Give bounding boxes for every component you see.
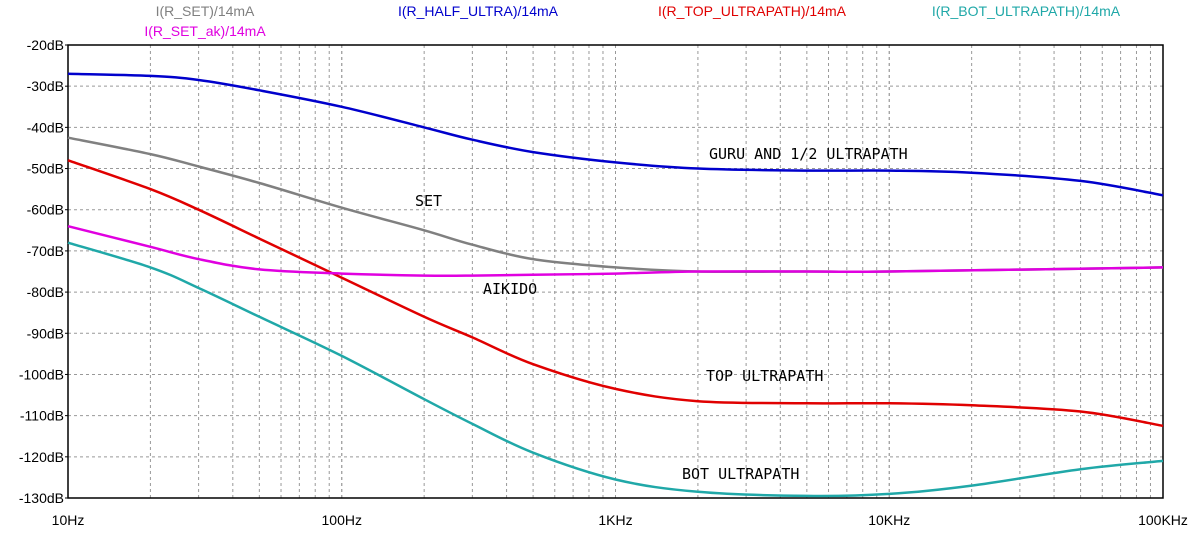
series-line-2 xyxy=(67,72,1164,197)
legend-entry[interactable]: I(R_BOT_ULTRAPATH)/14mA xyxy=(932,3,1121,19)
curve-annotation: SET xyxy=(415,192,442,210)
x-tick-label: 10Hz xyxy=(52,512,85,528)
series-line-3 xyxy=(67,159,1164,428)
y-tick-label: -120dB xyxy=(19,449,64,465)
plot-frame xyxy=(67,44,1164,499)
y-tick-label: -30dB xyxy=(27,78,64,94)
y-tick-label: -70dB xyxy=(27,243,64,259)
tick-labels: -20dB -30dB -40dB -50dB -60dB -70dB -80dB -90dB… xyxy=(19,37,1188,528)
y-tick-label: -100dB xyxy=(19,366,64,382)
plot-border xyxy=(67,44,1164,499)
y-tick-label: -60dB xyxy=(27,202,64,218)
y-tick-label: -130dB xyxy=(19,490,64,506)
curve-annotation: BOT ULTRAPATH xyxy=(682,465,799,483)
legend-entry[interactable]: I(R_HALF_ULTRA)/14mA xyxy=(398,3,559,19)
grid xyxy=(67,44,1164,499)
y-tick-label: -90dB xyxy=(27,325,64,341)
series-line-5 xyxy=(67,224,1164,278)
series-group xyxy=(67,72,1164,498)
curve-annotation: TOP ULTRAPATH xyxy=(706,367,823,385)
legend-entry[interactable]: I(R_TOP_ULTRAPATH)/14mA xyxy=(658,3,847,19)
legend-entry[interactable]: I(R_SET)/14mA xyxy=(156,3,255,19)
y-tick-label: -50dB xyxy=(27,161,64,177)
x-tick-label: 10KHz xyxy=(868,512,910,528)
y-tick-label: -80dB xyxy=(27,284,64,300)
legend-entry[interactable]: I(R_SET_ak)/14mA xyxy=(144,23,266,39)
y-tick-label: -110dB xyxy=(20,408,64,424)
annotations: GURU AND 1/2 ULTRAPATH SET AIKIDO TOP ULTRA… xyxy=(415,145,908,483)
curve-annotation: GURU AND 1/2 ULTRAPATH xyxy=(709,145,908,163)
x-tick-label: 100KHz xyxy=(1138,512,1188,528)
x-tick-label: 1KHz xyxy=(598,512,632,528)
series-line-4 xyxy=(67,241,1164,498)
y-tick-label: -20dB xyxy=(27,37,64,53)
y-tick-label: -40dB xyxy=(27,119,64,135)
curve-annotation: AIKIDO xyxy=(483,280,537,298)
x-tick-label: 100Hz xyxy=(322,512,362,528)
legend: I(R_SET)/14mA I(R_SET_ak)/14mA I(R_HALF_UL… xyxy=(144,3,1120,39)
